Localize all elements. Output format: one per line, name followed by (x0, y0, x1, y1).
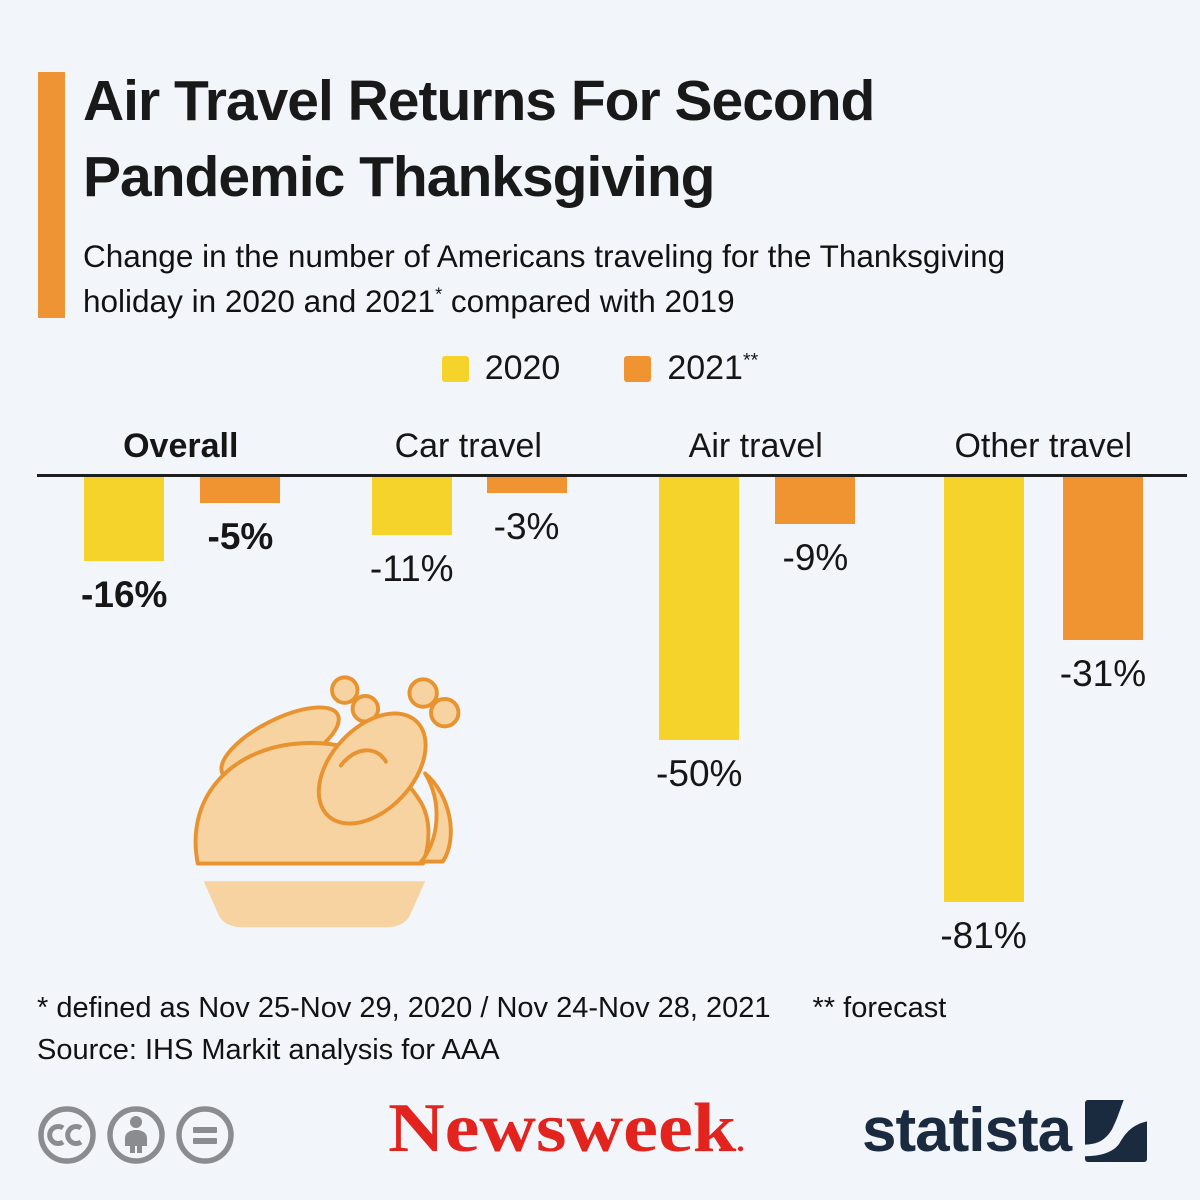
legend-item-2020: 2020 (441, 349, 561, 388)
source-line: Source: IHS Markit analysis for AAA (37, 1034, 500, 1066)
category-label-overall: Overall (123, 427, 239, 465)
bar-value-air-2021: -9% (782, 537, 849, 578)
turkey-wing-detail (338, 748, 388, 768)
bar-col-overall-2021: -5% (200, 477, 281, 558)
newsweek-trademark-dot: . (736, 1125, 745, 1158)
bar-value-overall-2021: -5% (207, 516, 274, 557)
category-label-air-travel: Air travel (688, 427, 823, 465)
bar-col-air-2021: -9% (775, 477, 856, 579)
statista-logo: statista (862, 1096, 1148, 1165)
bar-value-overall-2020: -16% (81, 574, 168, 615)
legend-forecast-mark: ** (742, 349, 759, 372)
footnote: * defined as Nov 25-Nov 29, 2020 / Nov 2… (37, 992, 946, 1025)
bar-value-car-2021: -3% (493, 506, 560, 547)
bar-col-overall-2020: -16% (81, 477, 167, 616)
newsweek-logo: Newsweek. (388, 1090, 745, 1167)
subtitle-text: Change in the number of Americans travel… (83, 238, 1006, 319)
legend-swatch-2020 (441, 355, 469, 382)
subtitle-asterisk: * (435, 283, 443, 305)
bar-col-other-2021: -31% (1060, 477, 1146, 695)
equals-no-derivatives-icon (176, 1106, 234, 1164)
legend-label-2021: 2021** (667, 349, 759, 387)
turkey-platter (203, 881, 426, 928)
turkey-tail (419, 771, 453, 864)
footnote-definition: * defined as Nov 25-Nov 29, 2020 / Nov 2… (37, 992, 771, 1024)
category-label-car-travel: Car travel (394, 427, 542, 465)
subtitle-tail: compared with 2019 (442, 282, 735, 319)
bar-overall-2020 (84, 477, 165, 561)
bar-value-other-2020: -81% (940, 915, 1027, 956)
bars-row: -16% -5% -11% -3% (37, 477, 1187, 957)
roast-turkey-illustration-icon (193, 675, 461, 928)
chart-legend: 2020 2021** (0, 349, 1200, 388)
bar-chart: Overall Car travel Air travel Other trav… (37, 424, 1187, 984)
chart-subtitle: Change in the number of Americans travel… (83, 234, 1063, 323)
bar-air-travel-2020 (659, 477, 740, 740)
bar-col-car-2020: -11% (370, 477, 454, 590)
title-accent-bar (38, 72, 65, 318)
creative-commons-license-icons (38, 1106, 234, 1164)
bar-car-travel-2021 (486, 477, 567, 493)
bar-value-air-2020: -50% (656, 753, 743, 794)
category-label-other-travel: Other travel (954, 427, 1133, 465)
bar-other-travel-2021 (1062, 477, 1143, 640)
bar-value-car-2020: -11% (369, 548, 454, 589)
cc-icon (38, 1106, 96, 1164)
bar-col-air-2020: -50% (656, 477, 742, 795)
statista-square-icon (1085, 1100, 1148, 1162)
bar-air-travel-2021 (775, 477, 856, 524)
attribution-person-icon (107, 1106, 165, 1164)
turkey-right-drumstick (316, 677, 461, 826)
bar-group-car-travel: -11% -3% (325, 477, 613, 590)
bar-col-other-2020: -81% (940, 477, 1027, 957)
page-title: Air Travel Returns For Second Pandemic T… (83, 69, 875, 209)
bar-group-air-travel: -50% -9% (612, 477, 900, 795)
bar-other-travel-2020 (943, 477, 1024, 902)
bar-car-travel-2020 (371, 477, 452, 535)
bar-group-other-travel: -81% -31% (900, 477, 1188, 957)
statista-wordmark: statista (862, 1096, 1072, 1165)
legend-label-2020: 2020 (484, 349, 561, 387)
bar-group-overall: -16% -5% (37, 477, 325, 616)
bar-overall-2021 (200, 477, 281, 503)
legend-swatch-2021 (624, 355, 652, 382)
bar-value-other-2021: -31% (1059, 653, 1147, 694)
bar-col-car-2021: -3% (486, 477, 567, 548)
category-labels-row: Overall Car travel Air travel Other trav… (37, 424, 1187, 468)
footnote-forecast: ** forecast (812, 992, 947, 1024)
legend-item-2021: 2021** (624, 349, 758, 388)
chart-baseline (37, 474, 1187, 477)
